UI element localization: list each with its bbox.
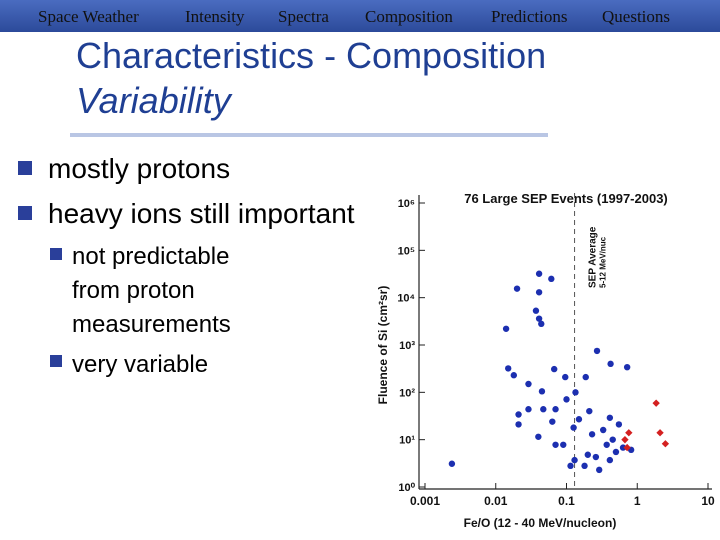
- point: [535, 270, 543, 277]
- sub-bullet: from proton: [72, 277, 195, 304]
- point: [532, 307, 540, 314]
- x-tick-label: 1: [634, 494, 641, 508]
- point: [510, 372, 518, 379]
- point: [607, 360, 614, 368]
- sub-bullet: measurements: [72, 311, 231, 338]
- point: [513, 285, 521, 292]
- point: [515, 421, 522, 428]
- point: [581, 462, 588, 470]
- point: [661, 440, 670, 448]
- point: [619, 444, 627, 451]
- point: [621, 435, 629, 444]
- point: [525, 380, 532, 388]
- point: [623, 363, 631, 371]
- nav-item: Intensity: [185, 7, 245, 26]
- point: [552, 441, 559, 448]
- nav-bar: [0, 0, 720, 32]
- point: [538, 388, 546, 395]
- chart-title: 76 Large SEP Events (1997-2003): [464, 191, 668, 206]
- chart-background: [372, 180, 720, 540]
- point: [560, 441, 567, 448]
- y-tick-label: 10⁴: [397, 293, 415, 305]
- point: [593, 347, 601, 355]
- reference-sublabel: 5-12 MeV/nuc: [599, 236, 608, 288]
- point: [571, 456, 578, 464]
- point: [584, 451, 591, 458]
- sub-bullet: not predictable: [72, 243, 229, 270]
- y-axis-label: Fluence of Si (cm²sr): [376, 286, 390, 405]
- point: [615, 421, 623, 428]
- bullet: mostly protons: [48, 153, 230, 184]
- y-tick-label: 10⁵: [398, 245, 415, 257]
- point: [563, 396, 570, 403]
- point: [612, 448, 620, 456]
- point: [606, 414, 614, 421]
- point: [623, 443, 631, 452]
- point: [515, 411, 522, 418]
- point: [656, 429, 664, 437]
- bullet: heavy ions still important: [48, 198, 355, 229]
- point: [596, 466, 603, 474]
- point: [502, 325, 510, 332]
- point: [625, 429, 633, 437]
- point: [582, 373, 589, 381]
- x-tick-label: 0.01: [484, 494, 508, 508]
- point: [552, 406, 559, 413]
- y-tick-label: 10³: [399, 340, 415, 352]
- point: [603, 441, 610, 448]
- point: [540, 406, 547, 413]
- point: [652, 399, 660, 407]
- point: [505, 365, 512, 372]
- nav-item: Composition: [365, 7, 453, 26]
- title-rule: [70, 133, 548, 137]
- y-tick-label: 10¹: [399, 435, 415, 447]
- y-tick-label: 10⁰: [398, 482, 415, 494]
- point: [599, 426, 607, 434]
- x-tick-label: 10: [701, 494, 715, 508]
- nav-item: Questions: [602, 7, 670, 26]
- point: [570, 424, 577, 431]
- slide-title: Characteristics - Composition: [76, 35, 546, 76]
- point: [609, 436, 616, 443]
- point: [448, 460, 456, 467]
- point: [562, 373, 569, 381]
- sub-bullet-marker: [50, 248, 62, 260]
- reference-label: SEP Average: [588, 226, 599, 288]
- slide-subtitle: Variability: [76, 80, 233, 121]
- bullet-marker: [18, 161, 32, 175]
- point: [592, 453, 600, 461]
- y-tick-label: 10⁶: [398, 198, 415, 210]
- point: [588, 431, 596, 438]
- point: [572, 389, 579, 396]
- bullet-marker: [18, 206, 32, 220]
- point: [606, 456, 614, 464]
- sub-bullet-marker: [50, 355, 62, 367]
- point: [575, 416, 583, 423]
- y-tick-label: 10²: [399, 387, 415, 399]
- point: [538, 320, 545, 328]
- point: [549, 418, 556, 425]
- sub-bullet: very variable: [72, 351, 208, 378]
- x-tick-label: 0.1: [558, 494, 575, 508]
- chart: 76 Large SEP Events (1997-2003) 10⁰ 10¹ 10²…: [372, 180, 720, 540]
- point: [586, 407, 593, 415]
- point: [567, 462, 574, 470]
- point: [535, 433, 542, 440]
- point: [548, 275, 555, 283]
- nav-item: Predictions: [491, 7, 568, 26]
- point: [525, 406, 532, 413]
- nav-item: Space Weather: [38, 7, 139, 26]
- point: [535, 289, 543, 296]
- nav-item: Spectra: [278, 7, 329, 26]
- point: [550, 365, 558, 373]
- x-tick-label: 0.001: [410, 494, 440, 508]
- point: [535, 315, 543, 322]
- x-axis-label: Fe/O (12 - 40 MeV/nucleon): [464, 516, 617, 530]
